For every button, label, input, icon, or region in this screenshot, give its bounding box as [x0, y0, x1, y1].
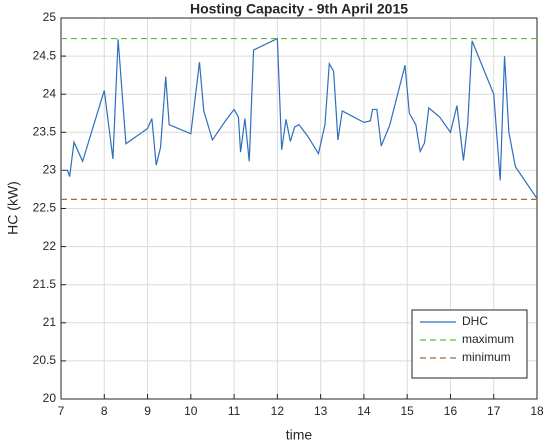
- y-tick-label: 23.5: [33, 124, 57, 138]
- x-tick-label: 17: [487, 404, 501, 418]
- legend-box: [411, 309, 528, 379]
- legend-label: DHC: [462, 314, 488, 328]
- x-tick-label: 8: [101, 404, 108, 418]
- x-axis-label: time: [286, 427, 313, 443]
- x-tick-label: 10: [184, 404, 198, 418]
- series-line: [61, 37, 538, 199]
- legend-label: maximum: [462, 332, 514, 346]
- y-tick-label: 22.5: [33, 201, 57, 215]
- y-axis-label: HC (kW): [5, 181, 21, 235]
- chart-title: Hosting Capacity - 9th April 2015: [190, 1, 408, 17]
- y-tick-label: 24.5: [33, 48, 57, 62]
- y-tick-label: 20: [43, 391, 57, 405]
- legend-label: minimum: [462, 350, 511, 364]
- y-tick-label: 22: [43, 239, 57, 253]
- y-tick-label: 25: [43, 10, 57, 24]
- x-tick-label: 13: [314, 404, 328, 418]
- x-tick-label: 15: [401, 404, 415, 418]
- plot-frame: [60, 17, 538, 400]
- x-tick-label: 11: [228, 404, 241, 418]
- y-tick-label: 20.5: [33, 353, 57, 367]
- x-tick-label: 9: [144, 404, 151, 418]
- y-tick-label: 21.5: [33, 277, 57, 291]
- x-tick-label: 7: [58, 404, 65, 418]
- x-tick-label: 12: [271, 404, 285, 418]
- x-tick-label: 16: [444, 404, 458, 418]
- y-tick-label: 24: [43, 86, 57, 100]
- x-tick-label: 18: [530, 404, 544, 418]
- x-tick-label: 14: [357, 404, 371, 418]
- legend: DHC maximum minimum: [411, 309, 528, 379]
- y-tick-label: 21: [43, 315, 57, 329]
- y-tick-label: 23: [43, 163, 57, 177]
